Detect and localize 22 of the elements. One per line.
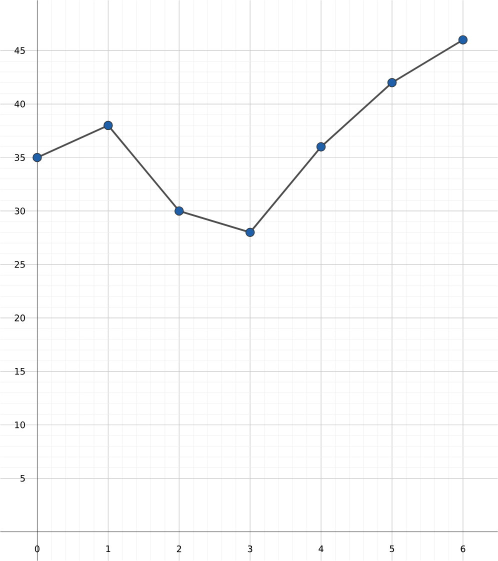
- point: [458, 35, 468, 44]
- y-tick-label: 30: [14, 208, 25, 214]
- y-tick-label: 20: [14, 314, 25, 322]
- point: [32, 152, 42, 162]
- y-tick-label: 10: [15, 421, 25, 428]
- x-tick-label: 4: [318, 545, 324, 552]
- x-tick-label: 2: [176, 545, 182, 552]
- y-tick-label: 5: [20, 475, 25, 482]
- x-tick-label: 6: [460, 545, 466, 552]
- y-tick-label: 25: [14, 261, 25, 268]
- y-tick-label: 35: [14, 154, 25, 161]
- point: [104, 120, 113, 130]
- y-tick-label: 15: [15, 368, 25, 375]
- point: [387, 78, 397, 88]
- point: [316, 142, 326, 152]
- x-tick-label: 5: [390, 545, 394, 552]
- y-tick-label: 45: [14, 47, 25, 54]
- point: [174, 206, 184, 216]
- y-tick-label: 40: [14, 100, 25, 108]
- point: [245, 228, 255, 237]
- x-tick-label: 3: [248, 545, 252, 552]
- x-tick-label: 1: [106, 545, 110, 552]
